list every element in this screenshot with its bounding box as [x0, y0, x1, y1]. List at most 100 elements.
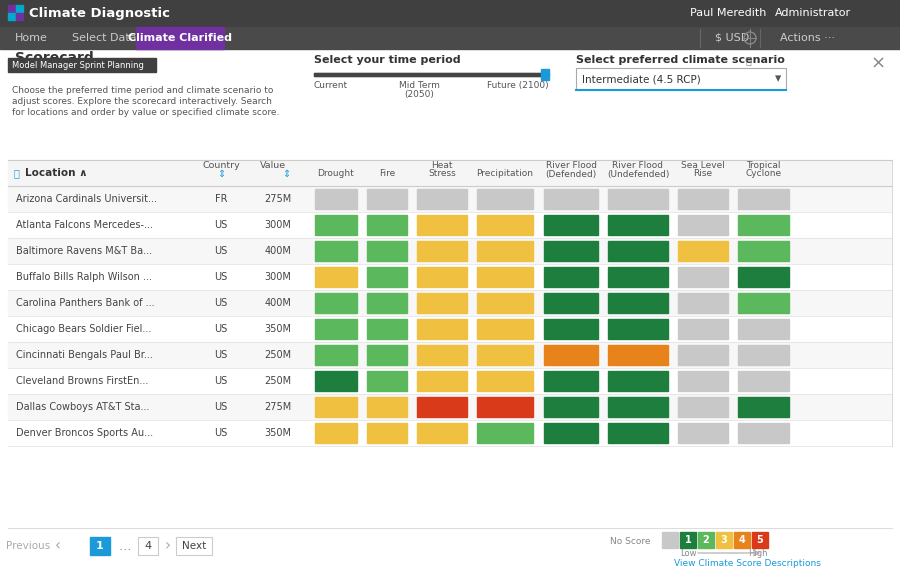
Bar [314, 73, 549, 76]
Text: 275M: 275M [265, 194, 292, 204]
Bar [136, 27, 224, 49]
Bar [716, 532, 732, 548]
Text: 1: 1 [96, 541, 104, 551]
Text: Stress: Stress [428, 169, 456, 178]
Text: Country: Country [202, 161, 240, 169]
Text: US: US [214, 376, 228, 386]
Bar [417, 397, 467, 417]
Bar [477, 241, 533, 261]
Text: Actions ···: Actions ··· [780, 33, 835, 43]
Bar [738, 189, 789, 209]
Bar [738, 293, 789, 313]
Bar [417, 371, 467, 391]
Bar [752, 532, 768, 548]
Bar [8, 160, 892, 186]
Bar [738, 241, 789, 261]
Bar [315, 423, 357, 443]
Bar [315, 371, 357, 391]
Bar [315, 293, 357, 313]
Text: Select preferred climate scenario: Select preferred climate scenario [576, 55, 785, 65]
Text: 350M: 350M [265, 324, 292, 334]
Text: Choose the preferred time period and climate scenario to: Choose the preferred time period and cli… [12, 86, 274, 95]
Bar [417, 319, 467, 339]
Text: Baltimore Ravens M&T Ba...: Baltimore Ravens M&T Ba... [16, 246, 152, 256]
Text: Select your time period: Select your time period [314, 55, 461, 65]
Text: FR: FR [215, 194, 227, 204]
Bar [315, 397, 357, 417]
Bar [678, 371, 728, 391]
Text: Mid Term: Mid Term [399, 81, 439, 90]
Text: Home: Home [15, 33, 48, 43]
Text: Scorecard: Scorecard [15, 51, 94, 65]
Bar [544, 423, 598, 443]
Text: Fire: Fire [379, 169, 395, 177]
Bar [678, 215, 728, 235]
Text: Heat: Heat [431, 161, 453, 169]
Bar [738, 345, 789, 365]
Bar [417, 189, 467, 209]
Bar [738, 397, 789, 417]
Text: Administrator: Administrator [775, 9, 851, 19]
Bar [367, 241, 407, 261]
Text: Climate Clarified: Climate Clarified [128, 33, 232, 43]
Bar [678, 189, 728, 209]
Bar [477, 397, 533, 417]
Text: ‹: ‹ [55, 538, 61, 553]
FancyBboxPatch shape [176, 537, 212, 555]
Bar [477, 215, 533, 235]
Bar [678, 293, 728, 313]
Text: 400M: 400M [265, 298, 292, 308]
Bar [8, 13, 15, 20]
Bar [8, 290, 892, 316]
Bar [315, 241, 357, 261]
Text: 400M: 400M [265, 246, 292, 256]
Text: 250M: 250M [265, 376, 292, 386]
Bar [608, 215, 668, 235]
Bar [417, 293, 467, 313]
Bar [544, 189, 598, 209]
Text: US: US [214, 402, 228, 412]
Text: Value: Value [260, 161, 286, 169]
Bar [8, 368, 892, 394]
Text: Atlanta Falcons Mercedes-...: Atlanta Falcons Mercedes-... [16, 220, 153, 230]
Bar [738, 423, 789, 443]
Text: (Defended): (Defended) [545, 169, 597, 178]
Bar [608, 371, 668, 391]
Text: 2: 2 [703, 535, 709, 545]
Text: 350M: 350M [265, 428, 292, 438]
Bar [738, 267, 789, 287]
Text: US: US [214, 428, 228, 438]
Text: Drought: Drought [318, 169, 355, 177]
Bar [417, 215, 467, 235]
Bar [417, 241, 467, 261]
Text: Cincinnati Bengals Paul Br...: Cincinnati Bengals Paul Br... [16, 350, 153, 360]
FancyBboxPatch shape [576, 68, 786, 90]
Bar [367, 319, 407, 339]
Bar [678, 241, 728, 261]
Text: River Flood: River Flood [545, 161, 597, 169]
Text: High: High [749, 549, 768, 558]
Text: Current: Current [314, 81, 348, 90]
Text: Denver Broncos Sports Au...: Denver Broncos Sports Au... [16, 428, 153, 438]
FancyBboxPatch shape [138, 537, 158, 555]
Bar [367, 293, 407, 313]
Bar [662, 532, 678, 548]
Bar [315, 319, 357, 339]
Text: US: US [214, 298, 228, 308]
Bar [315, 345, 357, 365]
Text: 275M: 275M [265, 402, 292, 412]
Bar [8, 5, 15, 12]
Text: Previous: Previous [6, 541, 50, 551]
Bar [678, 345, 728, 365]
Bar [8, 212, 892, 238]
Bar [738, 371, 789, 391]
Bar [315, 215, 357, 235]
Bar [680, 532, 696, 548]
Bar [8, 186, 892, 212]
Bar [544, 319, 598, 339]
Bar [608, 345, 668, 365]
Text: US: US [214, 246, 228, 256]
Bar [367, 267, 407, 287]
Bar [608, 397, 668, 417]
Bar [544, 397, 598, 417]
